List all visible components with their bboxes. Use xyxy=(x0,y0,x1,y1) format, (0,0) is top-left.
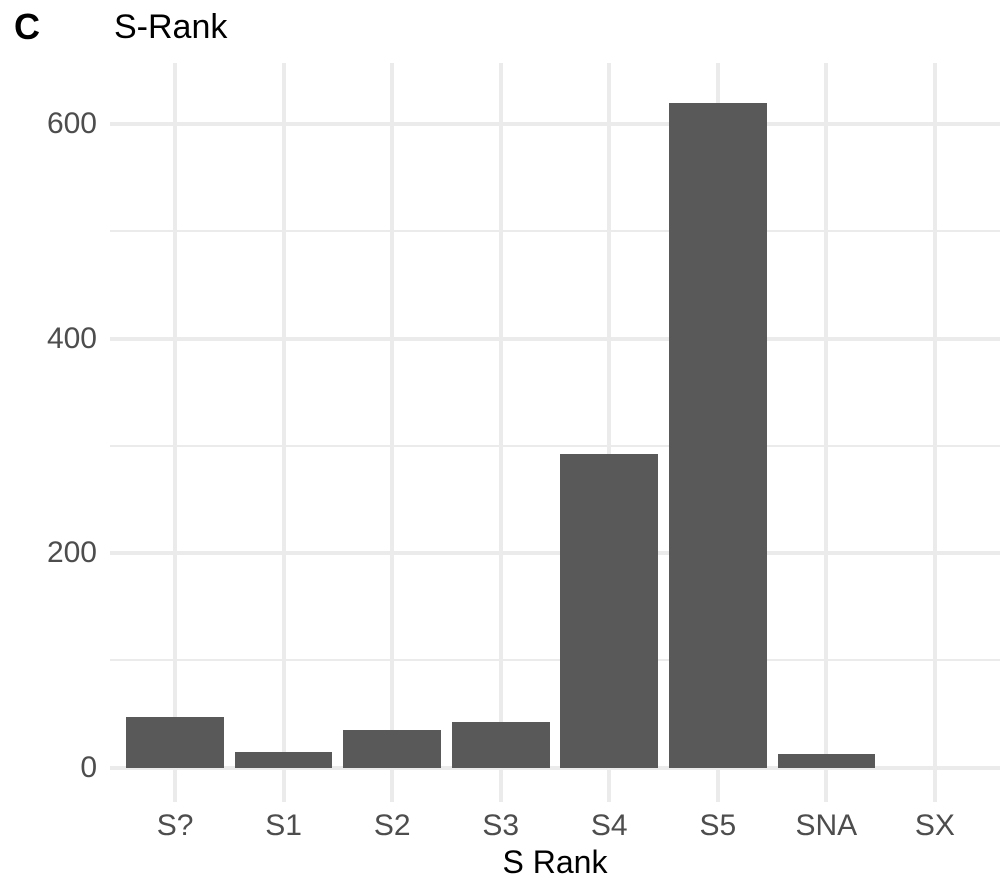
gridline-minor-horizontal xyxy=(110,230,1000,233)
chart-title: S-Rank xyxy=(114,8,228,46)
gridline-major-horizontal xyxy=(110,765,1000,770)
bar-s5 xyxy=(668,102,767,768)
x-tick-label: S2 xyxy=(373,809,411,842)
plot-panel xyxy=(110,63,1000,802)
x-axis-title: S Rank xyxy=(502,844,608,880)
bar-s3 xyxy=(451,721,550,768)
panel-tag: C xyxy=(14,6,40,47)
x-tick-label: S1 xyxy=(265,809,302,842)
gridline-vertical xyxy=(390,63,395,802)
gridline-major-horizontal xyxy=(110,551,1000,556)
x-axis-labels: S? S1 S2 S3 S4 S5 SNA SX xyxy=(110,808,1000,844)
gridline-minor-horizontal xyxy=(110,444,1000,447)
gridline-vertical xyxy=(932,63,937,802)
gridline-minor-horizontal xyxy=(110,659,1000,662)
y-tick-label: 400 xyxy=(46,321,97,355)
gridline-major-horizontal xyxy=(110,122,1000,127)
bar-s2 xyxy=(343,730,442,768)
x-tick-label: S5 xyxy=(699,809,737,842)
gridline-major-horizontal xyxy=(110,336,1000,341)
gridline-vertical xyxy=(824,63,829,802)
gridline-vertical xyxy=(607,63,612,802)
x-tick-label: S? xyxy=(156,809,194,842)
bar-s4 xyxy=(560,454,659,768)
x-tick-label: SX xyxy=(914,809,955,842)
gridline-vertical xyxy=(498,63,503,802)
y-tick-label: 0 xyxy=(80,750,97,784)
bar-s1 xyxy=(234,751,333,768)
x-tick-label: SNA xyxy=(795,809,858,842)
y-tick-label: 200 xyxy=(46,536,97,570)
gridline-vertical xyxy=(281,63,286,802)
x-tick-label: S3 xyxy=(482,809,520,842)
x-tick-label: S4 xyxy=(590,809,628,842)
y-tick-label: 600 xyxy=(46,107,97,141)
gridline-vertical xyxy=(173,63,178,802)
y-axis-labels: 0 200 400 600 xyxy=(0,63,97,802)
bar-s xyxy=(126,717,224,768)
bar-sna xyxy=(777,753,876,768)
